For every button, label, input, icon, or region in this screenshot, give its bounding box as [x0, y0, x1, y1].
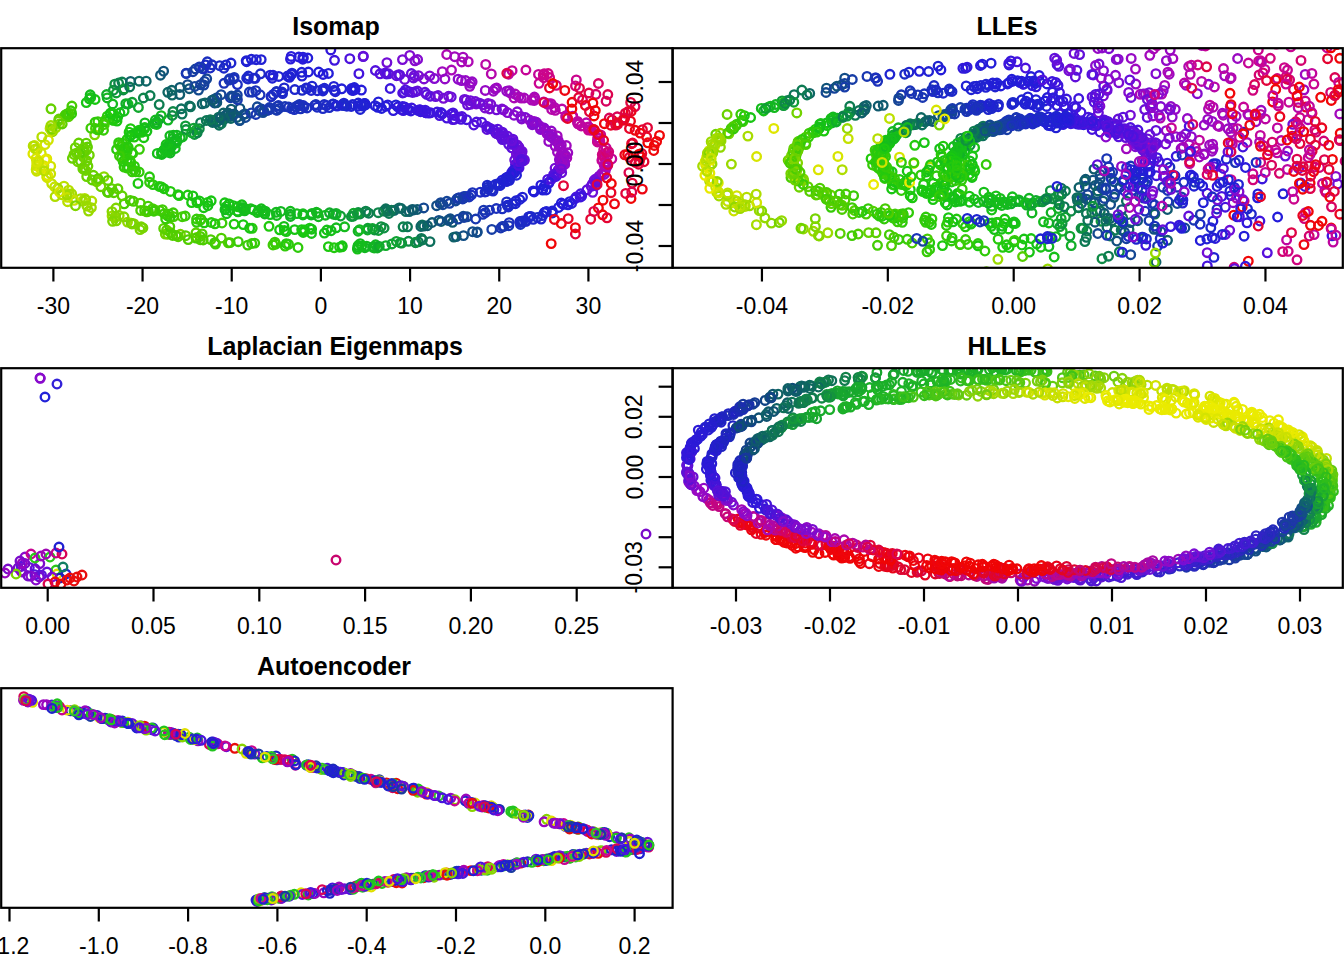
svg-text:-30: -30 — [37, 293, 70, 319]
svg-text:0.05: 0.05 — [131, 613, 176, 639]
svg-text:0.25: 0.25 — [554, 613, 599, 639]
svg-text:0.0: 0.0 — [529, 933, 561, 959]
svg-text:0.00: 0.00 — [25, 613, 70, 639]
svg-text:0.2: 0.2 — [619, 933, 651, 959]
svg-text:0.10: 0.10 — [237, 613, 282, 639]
svg-text:-0.02: -0.02 — [862, 293, 914, 319]
svg-text:0.02: 0.02 — [622, 394, 648, 439]
svg-text:0.20: 0.20 — [449, 613, 494, 639]
svg-text:-0.6: -0.6 — [258, 933, 298, 959]
svg-text:-0.04: -0.04 — [622, 220, 648, 273]
svg-text:0.00: 0.00 — [996, 613, 1041, 639]
svg-text:-0.2: -0.2 — [436, 933, 476, 959]
svg-text:0.00: 0.00 — [622, 455, 648, 500]
svg-text:LLEs: LLEs — [976, 12, 1037, 40]
svg-text:0.02: 0.02 — [1117, 293, 1162, 319]
svg-text:0.00: 0.00 — [991, 293, 1036, 319]
svg-text:0.15: 0.15 — [343, 613, 388, 639]
svg-text:0.01: 0.01 — [1090, 613, 1135, 639]
svg-text:-0.01: -0.01 — [898, 613, 950, 639]
svg-text:Autoencoder: Autoencoder — [257, 652, 411, 680]
svg-text:-0.03: -0.03 — [710, 613, 762, 639]
svg-text:Isomap: Isomap — [292, 12, 380, 40]
svg-text:0.02: 0.02 — [1184, 613, 1229, 639]
svg-text:30: 30 — [576, 293, 602, 319]
svg-text:Laplacian Eigenmaps: Laplacian Eigenmaps — [207, 332, 463, 360]
svg-text:-0.04: -0.04 — [736, 293, 789, 319]
svg-text:-1.2: -1.2 — [0, 933, 29, 959]
svg-text:20: 20 — [486, 293, 512, 319]
svg-text:-1.0: -1.0 — [79, 933, 119, 959]
svg-text:0: 0 — [315, 293, 328, 319]
svg-text:0.00: 0.00 — [622, 142, 648, 187]
svg-text:-0.4: -0.4 — [347, 933, 387, 959]
svg-text:10: 10 — [397, 293, 423, 319]
svg-text:-10: -10 — [215, 293, 248, 319]
svg-text:-20: -20 — [126, 293, 159, 319]
svg-text:0.03: 0.03 — [1278, 613, 1323, 639]
svg-text:-0.03: -0.03 — [622, 541, 648, 593]
svg-text:-0.02: -0.02 — [804, 613, 856, 639]
svg-text:0.04: 0.04 — [622, 59, 648, 104]
svg-text:-0.8: -0.8 — [168, 933, 208, 959]
svg-text:0.04: 0.04 — [1243, 293, 1288, 319]
svg-text:HLLEs: HLLEs — [967, 332, 1046, 360]
